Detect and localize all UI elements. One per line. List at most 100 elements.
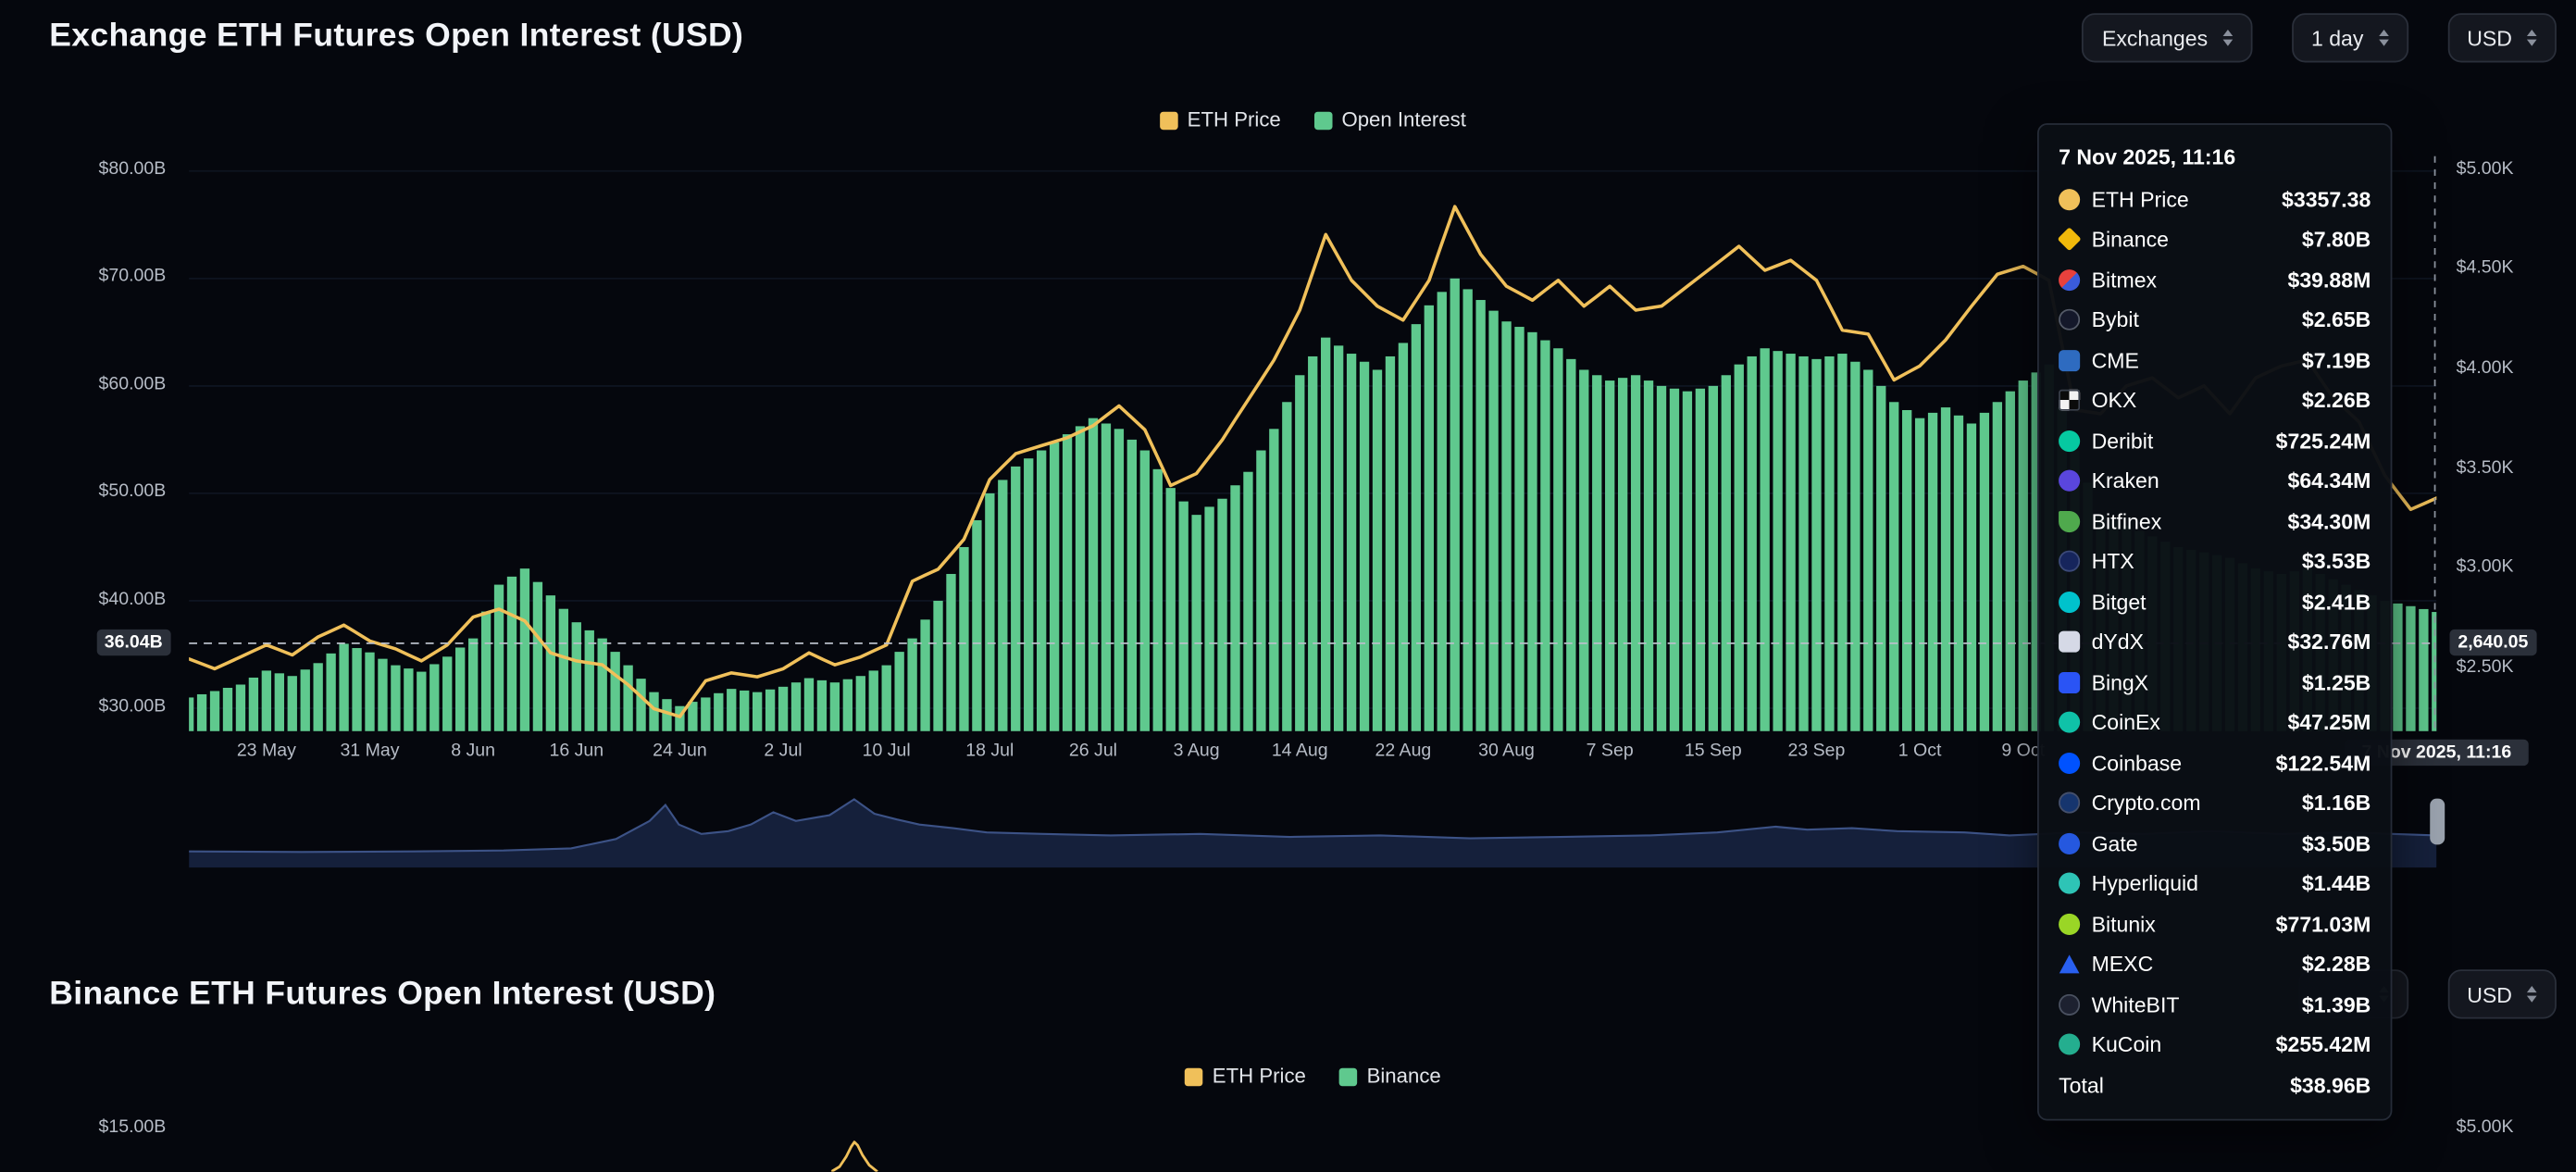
x-axis-tick: 10 Jul — [862, 741, 911, 761]
y-axis-tick-right: $4.50K — [2456, 258, 2514, 279]
binance-swatch — [1338, 1066, 1357, 1086]
tooltip-row-name: BingX — [2091, 669, 2149, 695]
mexc-icon — [2059, 954, 2080, 974]
crypto-com-icon — [2059, 792, 2081, 815]
y-axis-tick-right: $3.00K — [2456, 557, 2514, 578]
tooltip-row-name: Bitfinex — [2091, 508, 2162, 534]
x-axis-tick: 16 Jun — [549, 741, 604, 761]
legend-eth-price-label: ETH Price — [1187, 108, 1281, 131]
tooltip-row-dydx: dYdX $32.76M — [2059, 622, 2371, 662]
tooltip-row-value: $3.50B — [2301, 830, 2371, 856]
bybit-icon — [2059, 309, 2081, 331]
x-axis-tick: 3 Aug — [1173, 741, 1220, 761]
tooltip-date: 7 Nov 2025, 11:16 — [2059, 144, 2236, 169]
tooltip-row-okx: OKX $2.26B — [2059, 380, 2371, 420]
x-axis-tick: 14 Aug — [1271, 741, 1328, 761]
tooltip-row-name: dYdX — [2091, 630, 2145, 655]
whitebit-icon — [2059, 993, 2081, 1016]
legend2-eth-price[interactable]: ETH Price — [1184, 1065, 1306, 1089]
tooltip-row-name: Kraken — [2091, 468, 2159, 493]
tooltip-row-value: $38.96B — [2290, 1072, 2371, 1098]
tooltip-row-hyperliquid: Hyperliquid $1.44B — [2059, 864, 2371, 904]
tooltip-row-value: $7.80B — [2301, 227, 2371, 253]
x-axis-tick: 7 Sep — [1586, 741, 1634, 761]
tooltip-row-kucoin: KuCoin $255.42M — [2059, 1025, 2371, 1065]
interval-dropdown[interactable]: 1 day — [2291, 13, 2408, 63]
tooltip-row-coinbase: Coinbase $122.54M — [2059, 742, 2371, 782]
chart1-title: Exchange ETH Futures Open Interest (USD) — [49, 18, 744, 55]
x-axis-tick: 22 Aug — [1375, 741, 1432, 761]
y-axis-tick-left: $70.00B — [98, 267, 167, 287]
y-axis-tick-right: $4.00K — [2456, 358, 2514, 379]
tooltip-row-name: Bitunix — [2091, 911, 2156, 937]
y-axis-tick-right: $5.00K — [2456, 158, 2514, 180]
sort-arrows-icon — [2526, 986, 2537, 1003]
exchanges-filter-dropdown[interactable]: Exchanges — [2082, 13, 2253, 63]
eth-price-icon — [2059, 188, 2081, 210]
chart-tooltip: 7 Nov 2025, 11:16 ETH Price $3357.38 Binan… — [2037, 123, 2393, 1120]
y-axis-tick-left: $60.00B — [98, 374, 167, 394]
open-interest-current-label: 36.04B — [95, 629, 171, 656]
x-axis-tick: 26 Jul — [1068, 741, 1118, 761]
x-axis-tick: 1 Oct — [1898, 741, 1942, 761]
y-axis-tick-left: $80.00B — [98, 159, 167, 180]
chart2-title: Binance ETH Futures Open Interest (USD) — [49, 976, 716, 1013]
tooltip-row-value: $725.24M — [2275, 428, 2371, 454]
binance-chart-partial-canvas[interactable] — [831, 1141, 897, 1172]
tooltip-row-value: $2.28B — [2301, 952, 2371, 977]
deribit-icon — [2059, 430, 2081, 452]
tooltip-row-value: $1.39B — [2301, 991, 2371, 1017]
tooltip-row-htx: HTX $3.53B — [2059, 542, 2371, 581]
legend-open-interest[interactable]: Open Interest — [1313, 108, 1466, 131]
tooltip-row-value: $1.25B — [2301, 669, 2371, 695]
y-axis-tick-left: $40.00B — [98, 589, 167, 609]
navigator-canvas[interactable] — [189, 785, 2437, 868]
tooltip-row-bitget: Bitget $2.41B — [2059, 581, 2371, 621]
tooltip-row-value: $255.42M — [2275, 1032, 2371, 1057]
sort-arrows-icon — [2222, 29, 2233, 46]
tooltip-row-name: KuCoin — [2091, 1032, 2162, 1057]
htx-icon — [2059, 551, 2081, 573]
exchanges-filter-label: Exchanges — [2101, 25, 2209, 51]
legend2-binance-label: Binance — [1366, 1065, 1441, 1089]
navigator-handle[interactable] — [2430, 798, 2445, 845]
x-axis-tick: 18 Jul — [965, 741, 1014, 761]
tooltip-row-value: $3.53B — [2301, 549, 2371, 574]
y-axis-tick-left: $50.00B — [98, 481, 167, 502]
x-axis-tick: 23 Sep — [1787, 741, 1846, 761]
tooltip-row-bitfinex: Bitfinex $34.30M — [2059, 501, 2371, 541]
legend2-eth-price-label: ETH Price — [1212, 1065, 1306, 1089]
tooltip-row-eth-price: ETH Price $3357.38 — [2059, 179, 2371, 218]
tooltip-row-value: $32.76M — [2287, 630, 2371, 655]
kraken-icon — [2059, 470, 2081, 492]
x-axis-tick: 9 Oct — [2001, 741, 2046, 761]
coinbase-icon — [2059, 752, 2081, 774]
y-axis-tick-right: $3.50K — [2456, 457, 2514, 479]
tooltip-row-value: $34.30M — [2287, 508, 2371, 534]
legend2-binance[interactable]: Binance — [1338, 1065, 1441, 1089]
legend-eth-price[interactable]: ETH Price — [1159, 108, 1281, 131]
x-axis-tick: 30 Aug — [1478, 741, 1535, 761]
tooltip-row-value: $122.54M — [2275, 750, 2371, 776]
chart1-legend: ETH Price Open Interest — [189, 108, 2436, 131]
x-axis-tick: 2 Jul — [764, 741, 803, 761]
bitfinex-icon — [2059, 510, 2081, 532]
tooltip-row-value: $1.16B — [2301, 791, 2371, 816]
chart2-y-axis-tick-left: $15.00B — [98, 1117, 167, 1138]
tooltip-row-name: Gate — [2091, 830, 2138, 856]
hyperliquid-icon — [2059, 872, 2081, 895]
tooltip-row-name: Deribit — [2091, 428, 2154, 454]
x-axis-tick: 23 May — [236, 741, 296, 761]
open-interest-swatch — [1313, 110, 1332, 130]
currency-dropdown[interactable]: USD — [2446, 13, 2557, 63]
tooltip-row-name: ETH Price — [2091, 186, 2189, 212]
currency-dropdown-2[interactable]: USD — [2446, 969, 2557, 1019]
tooltip-row-value: $64.34M — [2287, 468, 2371, 493]
chart1-controls: Exchanges 1 day USD — [2082, 13, 2557, 63]
tooltip-row-coinex: CoinEx $47.25M — [2059, 703, 2371, 742]
bitunix-icon — [2059, 913, 2081, 935]
tooltip-row-name: Bybit — [2091, 307, 2139, 332]
tooltip-row-name: Total — [2059, 1072, 2104, 1098]
tooltip-row-name: CoinEx — [2091, 710, 2160, 735]
